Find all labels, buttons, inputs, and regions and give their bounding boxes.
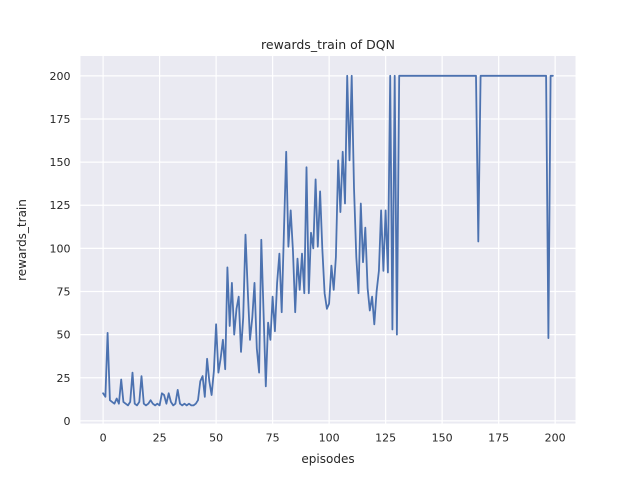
y-tick-label: 100 [50,242,71,255]
chart-title: rewards_train of DQN [261,37,395,52]
x-axis-label: episodes [301,452,354,466]
x-tick-label: 50 [209,432,223,445]
x-tick-label: 150 [432,432,453,445]
plot-layers: 0 25 50 75 100 125 150 175 200 0 25 50 75 100 125 150 17… [50,56,576,445]
y-tick-label: 50 [57,329,71,342]
x-tick-label: 75 [266,432,280,445]
rewards-train-line-series [102,74,554,407]
y-tick-label: 0 [64,415,71,428]
y-tick-label: 25 [57,372,71,385]
x-tick-label: 25 [153,432,167,445]
x-tick-label: 125 [375,432,396,445]
y-tick-label: 200 [50,70,71,83]
y-tick-label: 75 [57,286,71,299]
x-tick-label: 100 [319,432,340,445]
x-tick-label: 175 [488,432,509,445]
x-tick-label: 200 [545,432,566,445]
y-tick-label: 125 [50,199,71,212]
y-axis-label: rewards_train [15,199,29,281]
x-tick-label: 0 [100,432,107,445]
plot-area [80,56,576,424]
y-tick-label: 150 [50,156,71,169]
y-tick-label: 175 [50,113,71,126]
